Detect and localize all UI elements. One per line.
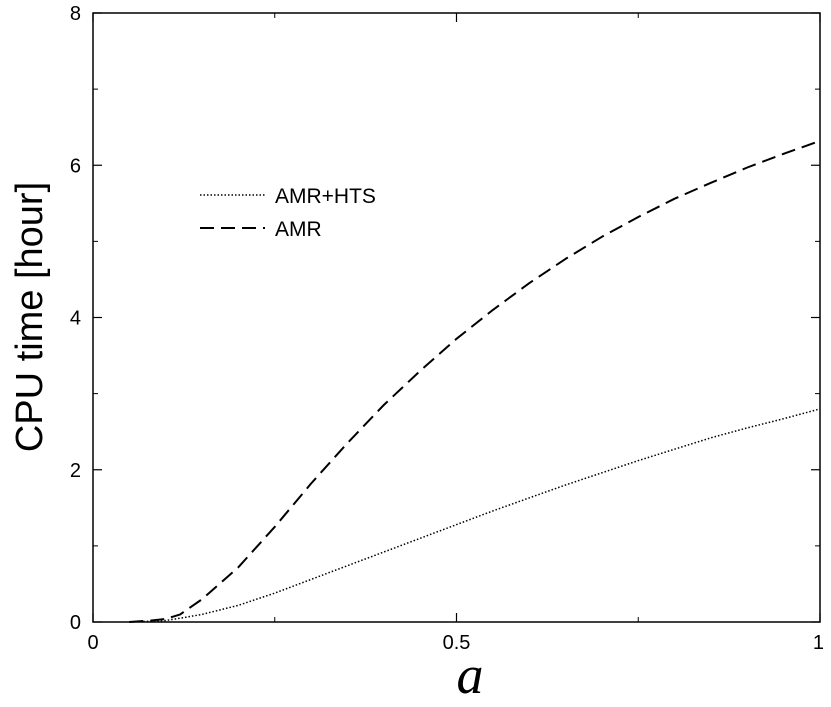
y-tick-label: 6 bbox=[70, 155, 81, 177]
y-axis-label: CPU time [hour] bbox=[9, 182, 51, 452]
legend: AMR+HTS AMR bbox=[200, 185, 376, 241]
y-tick-label: 4 bbox=[70, 308, 81, 330]
legend-label-amr-hts: AMR+HTS bbox=[275, 185, 376, 208]
y-tick-label: 0 bbox=[70, 612, 81, 634]
legend-label-amr: AMR bbox=[275, 218, 322, 241]
y-tick-label: 2 bbox=[70, 460, 81, 482]
y-tick-label: 8 bbox=[70, 3, 81, 25]
axis-tick-labels: 0 2 4 6 8 0 0.5 1 bbox=[70, 3, 824, 654]
x-tick-label: 0 bbox=[87, 632, 98, 654]
series-lines bbox=[129, 139, 821, 623]
axis-ticks bbox=[92, 12, 821, 623]
series-line-amr-hts bbox=[129, 408, 821, 623]
x-axis-label: a bbox=[457, 645, 484, 705]
x-tick-label: 0.5 bbox=[443, 632, 471, 654]
series-line-amr bbox=[129, 139, 821, 623]
x-tick-label: 1 bbox=[813, 632, 824, 654]
plot-frame bbox=[92, 12, 821, 623]
